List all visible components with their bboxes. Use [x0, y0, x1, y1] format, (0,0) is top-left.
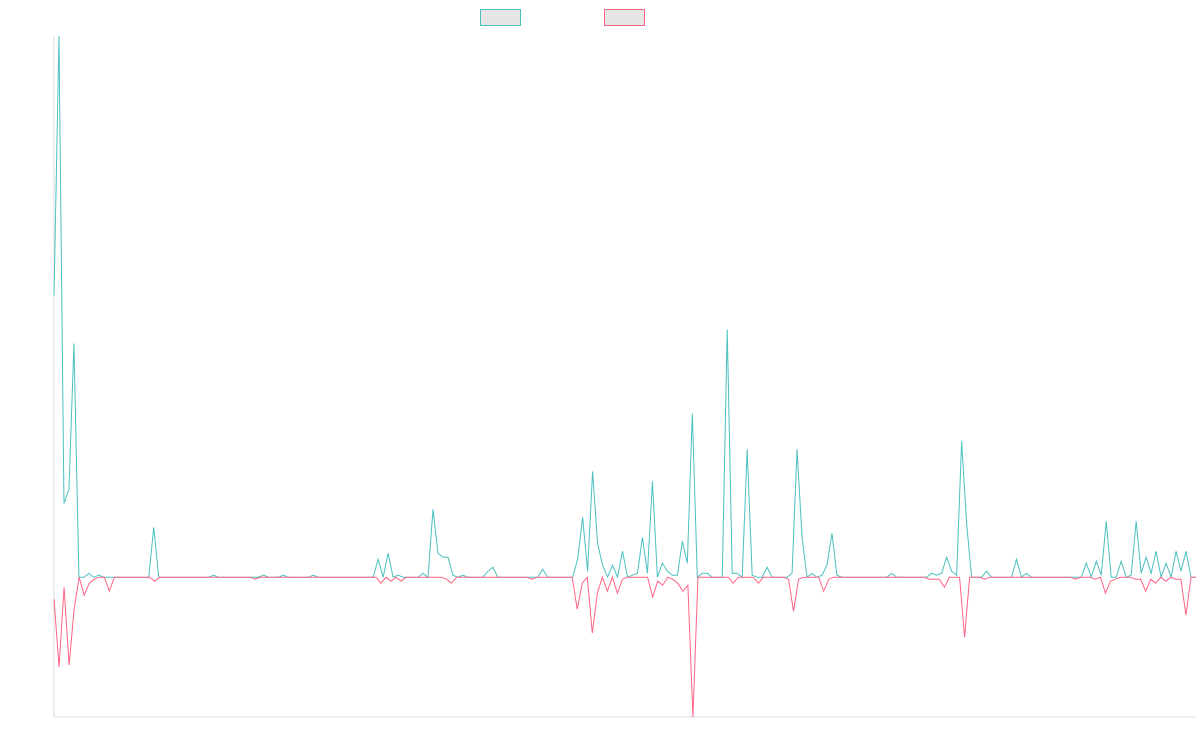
series-line-2 [53, 575, 1196, 718]
series-line-1 [53, 35, 1196, 580]
series-layer [53, 35, 1196, 718]
legend-item-1[interactable] [480, 9, 521, 26]
axes [53, 36, 1196, 718]
legend-item-2[interactable] [604, 9, 645, 26]
legend-swatch-2 [604, 9, 645, 26]
legend-swatch-1 [480, 9, 521, 26]
legend[interactable] [480, 9, 645, 26]
